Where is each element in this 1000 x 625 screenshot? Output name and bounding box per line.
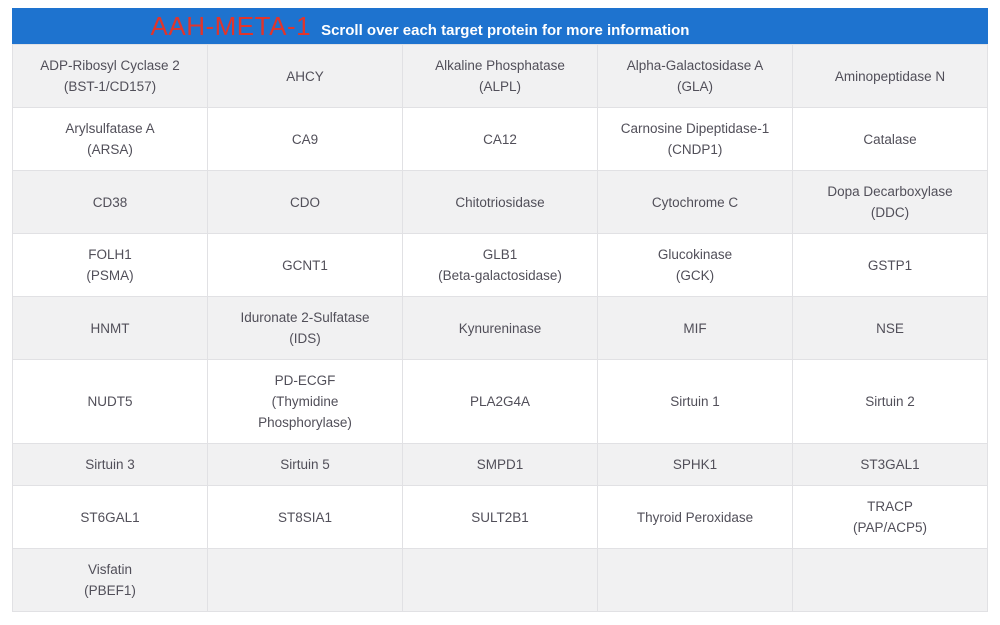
table-row: FOLH1 (PSMA) GCNT1 GLB1 (Beta-galactosidas… — [12, 233, 988, 297]
protein-cell[interactable]: Chitotriosidase — [402, 170, 598, 234]
protein-cell[interactable]: PD-ECGF (Thymidine Phosphorylase) — [207, 359, 403, 444]
protein-cell[interactable]: SMPD1 — [402, 443, 598, 486]
protein-cell[interactable]: Thyroid Peroxidase — [597, 485, 793, 549]
protein-table-body: ADP-Ribosyl Cyclase 2 (BST-1/CD157) AHCY A… — [12, 44, 988, 612]
protein-cell[interactable]: Sirtuin 2 — [792, 359, 988, 444]
table-row: ST6GAL1 ST8SIA1 SULT2B1 Thyroid Peroxidase T… — [12, 485, 988, 549]
protein-cell[interactable]: HNMT — [12, 296, 208, 360]
empty-cell — [597, 548, 793, 612]
protein-cell[interactable]: Visfatin (PBEF1) — [12, 548, 208, 612]
table-row: ADP-Ribosyl Cyclase 2 (BST-1/CD157) AHCY A… — [12, 44, 988, 108]
protein-cell[interactable]: GSTP1 — [792, 233, 988, 297]
protein-cell[interactable]: SPHK1 — [597, 443, 793, 486]
protein-cell[interactable]: NSE — [792, 296, 988, 360]
panel-header-content: AAH-META-1 Scroll over each target prote… — [151, 11, 690, 42]
protein-cell[interactable]: Cytochrome C — [597, 170, 793, 234]
protein-cell[interactable]: Sirtuin 3 — [12, 443, 208, 486]
empty-cell — [792, 548, 988, 612]
protein-cell[interactable]: Arylsulfatase A (ARSA) — [12, 107, 208, 171]
protein-cell[interactable]: Alkaline Phosphatase (ALPL) — [402, 44, 598, 108]
empty-cell — [207, 548, 403, 612]
protein-cell[interactable]: ST6GAL1 — [12, 485, 208, 549]
protein-cell[interactable]: ADP-Ribosyl Cyclase 2 (BST-1/CD157) — [12, 44, 208, 108]
protein-cell[interactable]: CA9 — [207, 107, 403, 171]
table-row: Arylsulfatase A (ARSA) CA9 CA12 Carnosine D… — [12, 107, 988, 171]
protein-cell[interactable]: Glucokinase (GCK) — [597, 233, 793, 297]
table-row: HNMT Iduronate 2-Sulfatase (IDS) Kynurenin… — [12, 296, 988, 360]
protein-cell[interactable]: GCNT1 — [207, 233, 403, 297]
panel-header: AAH-META-1 Scroll over each target prote… — [12, 8, 988, 44]
protein-cell[interactable]: MIF — [597, 296, 793, 360]
protein-cell[interactable]: Iduronate 2-Sulfatase (IDS) — [207, 296, 403, 360]
protein-cell[interactable]: Carnosine Dipeptidase-1 (CNDP1) — [597, 107, 793, 171]
protein-cell[interactable]: Sirtuin 1 — [597, 359, 793, 444]
panel-title: AAH-META-1 — [150, 10, 312, 41]
protein-cell[interactable]: Sirtuin 5 — [207, 443, 403, 486]
aah-meta-panel: AAH-META-1 Scroll over each target prote… — [12, 8, 988, 612]
protein-cell[interactable]: CA12 — [402, 107, 598, 171]
protein-cell[interactable]: ST3GAL1 — [792, 443, 988, 486]
protein-cell[interactable]: ST8SIA1 — [207, 485, 403, 549]
protein-cell[interactable]: PLA2G4A — [402, 359, 598, 444]
protein-cell[interactable]: CD38 — [12, 170, 208, 234]
protein-cell[interactable]: CDO — [207, 170, 403, 234]
protein-cell[interactable]: SULT2B1 — [402, 485, 598, 549]
protein-cell[interactable]: NUDT5 — [12, 359, 208, 444]
table-row: Visfatin (PBEF1) — [12, 548, 988, 612]
protein-cell[interactable]: Alpha-Galactosidase A (GLA) — [597, 44, 793, 108]
table-row: NUDT5 PD-ECGF (Thymidine Phosphorylase) PL… — [12, 359, 988, 444]
empty-cell — [402, 548, 598, 612]
panel-subtitle: Scroll over each target protein for more… — [321, 21, 690, 39]
protein-cell[interactable]: GLB1 (Beta-galactosidase) — [402, 233, 598, 297]
table-row: CD38 CDO Chitotriosidase Cytochrome C Dopa D… — [12, 170, 988, 234]
table-row: Sirtuin 3 Sirtuin 5 SMPD1 SPHK1 ST3GAL1 — [12, 443, 988, 486]
protein-cell[interactable]: Aminopeptidase N — [792, 44, 988, 108]
protein-cell[interactable]: TRACP (PAP/ACP5) — [792, 485, 988, 549]
protein-cell[interactable]: FOLH1 (PSMA) — [12, 233, 208, 297]
protein-cell[interactable]: Kynureninase — [402, 296, 598, 360]
protein-table: ADP-Ribosyl Cyclase 2 (BST-1/CD157) AHCY A… — [12, 44, 988, 612]
protein-cell[interactable]: Dopa Decarboxylase (DDC) — [792, 170, 988, 234]
protein-cell[interactable]: AHCY — [207, 44, 403, 108]
protein-cell[interactable]: Catalase — [792, 107, 988, 171]
